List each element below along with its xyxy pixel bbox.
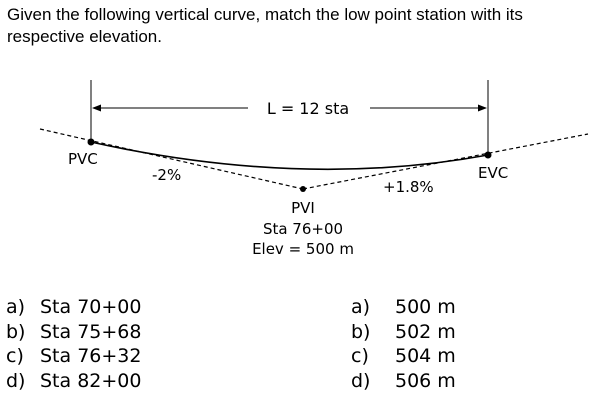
evc-label: EVC	[478, 164, 508, 182]
grade-tangents	[39, 128, 589, 190]
pvi-point	[300, 186, 306, 192]
vertical-curve	[90, 141, 489, 171]
pvi-label: PVI	[291, 199, 315, 217]
elevation-option-d[interactable]: d) 506 m	[351, 369, 456, 394]
option-letter: d)	[351, 369, 371, 392]
option-letter: c)	[351, 345, 369, 367]
station-option-a[interactable]: a) Sta 70+00	[6, 295, 141, 320]
outgoing-tangent	[302, 133, 589, 190]
elevation-option-b[interactable]: b) 502 m	[351, 320, 456, 345]
length-dimension	[90, 80, 489, 155]
elevation-option-a[interactable]: a) 500 m	[351, 295, 456, 320]
incoming-tangent	[39, 128, 304, 190]
pvi-station-label: Sta 76+00	[263, 220, 343, 238]
option-text: Sta 70+00	[40, 296, 142, 318]
option-text: 506 m	[395, 369, 456, 392]
option-text: 500 m	[395, 296, 456, 318]
question-text: Given the following vertical curve, matc…	[7, 5, 523, 46]
option-letter: b)	[351, 320, 371, 343]
station-option-c[interactable]: c) Sta 76+32	[6, 344, 141, 369]
option-letter: d)	[6, 369, 26, 392]
elevation-option-c[interactable]: c) 504 m	[351, 344, 456, 369]
option-letter: a)	[6, 296, 26, 318]
arrowhead-left	[92, 104, 101, 112]
length-label: L = 12 sta	[267, 99, 349, 118]
option-text: 502 m	[395, 320, 456, 343]
pvc-label: PVC	[68, 150, 98, 168]
option-letter: b)	[6, 320, 26, 343]
option-letter: a)	[351, 296, 371, 318]
station-options: a) Sta 70+00 b) Sta 75+68 c) Sta 76+32 d…	[6, 295, 141, 393]
option-text: Sta 76+32	[40, 345, 142, 367]
arrowhead-right	[478, 104, 487, 112]
option-text: Sta 82+00	[40, 369, 142, 392]
pvc-point	[87, 138, 95, 146]
grade-in-label: -2%	[152, 166, 181, 184]
elevation-options: a) 500 m b) 502 m c) 504 m d) 506 m	[351, 295, 456, 393]
evc-point	[484, 151, 492, 159]
grade-out-label: +1.8%	[383, 178, 434, 196]
station-option-d[interactable]: d) Sta 82+00	[6, 369, 141, 394]
option-letter: c)	[6, 345, 24, 367]
pvi-elevation-label: Elev = 500 m	[252, 240, 354, 258]
option-text: Sta 75+68	[40, 320, 142, 343]
option-text: 504 m	[395, 345, 456, 367]
station-option-b[interactable]: b) Sta 75+68	[6, 320, 141, 345]
